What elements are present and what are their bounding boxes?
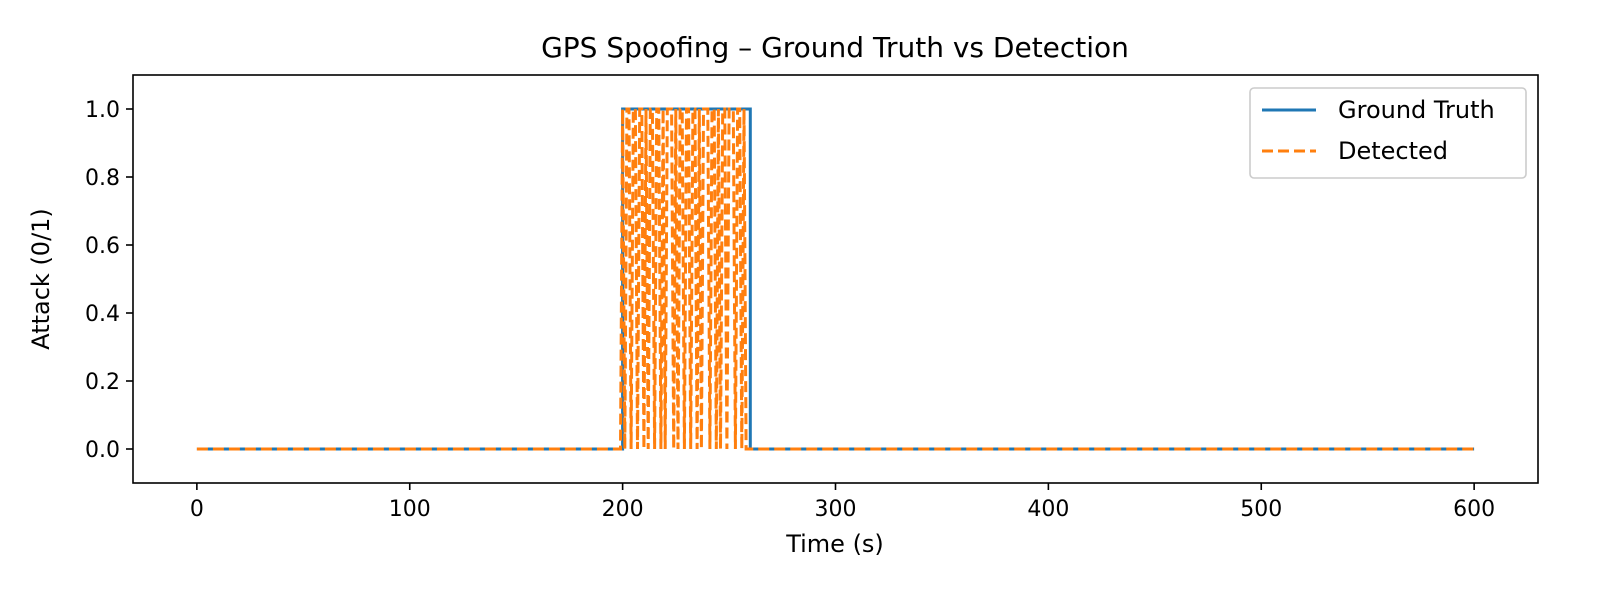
y-tick-label: 1.0: [85, 98, 120, 123]
y-axis-ticks: 0.0 0.2 0.4 0.6 0.8 1.0: [85, 98, 133, 463]
legend-box: [1249, 87, 1527, 179]
y-tick-label: 0.4: [85, 302, 120, 327]
x-tick-label: 400: [1027, 497, 1069, 522]
x-tick-label: 100: [389, 497, 431, 522]
plot-series: [196, 107, 1475, 451]
x-tick-label: 600: [1453, 497, 1495, 522]
legend: Ground Truth Detected: [1249, 87, 1527, 179]
legend-label-detected: Detected: [1338, 137, 1448, 165]
y-tick-label: 0.8: [85, 166, 120, 191]
x-axis-label: Time (s): [785, 530, 884, 558]
legend-label-ground-truth: Ground Truth: [1338, 96, 1495, 124]
y-axis-label: Attack (0/1): [27, 208, 55, 350]
y-tick-label: 0.2: [85, 370, 120, 395]
x-tick-label: 500: [1240, 497, 1282, 522]
x-tick-label: 0: [190, 497, 204, 522]
y-tick-label: 0.0: [85, 438, 120, 463]
y-tick-label: 0.6: [85, 234, 120, 259]
x-tick-label: 200: [602, 497, 644, 522]
series-line-detected: [196, 107, 1475, 451]
x-tick-label: 300: [815, 497, 857, 522]
chart-title: GPS Spoofing – Ground Truth vs Detection: [541, 31, 1129, 64]
x-axis-ticks: 0 100 200 300 400 500 600: [190, 483, 1495, 522]
